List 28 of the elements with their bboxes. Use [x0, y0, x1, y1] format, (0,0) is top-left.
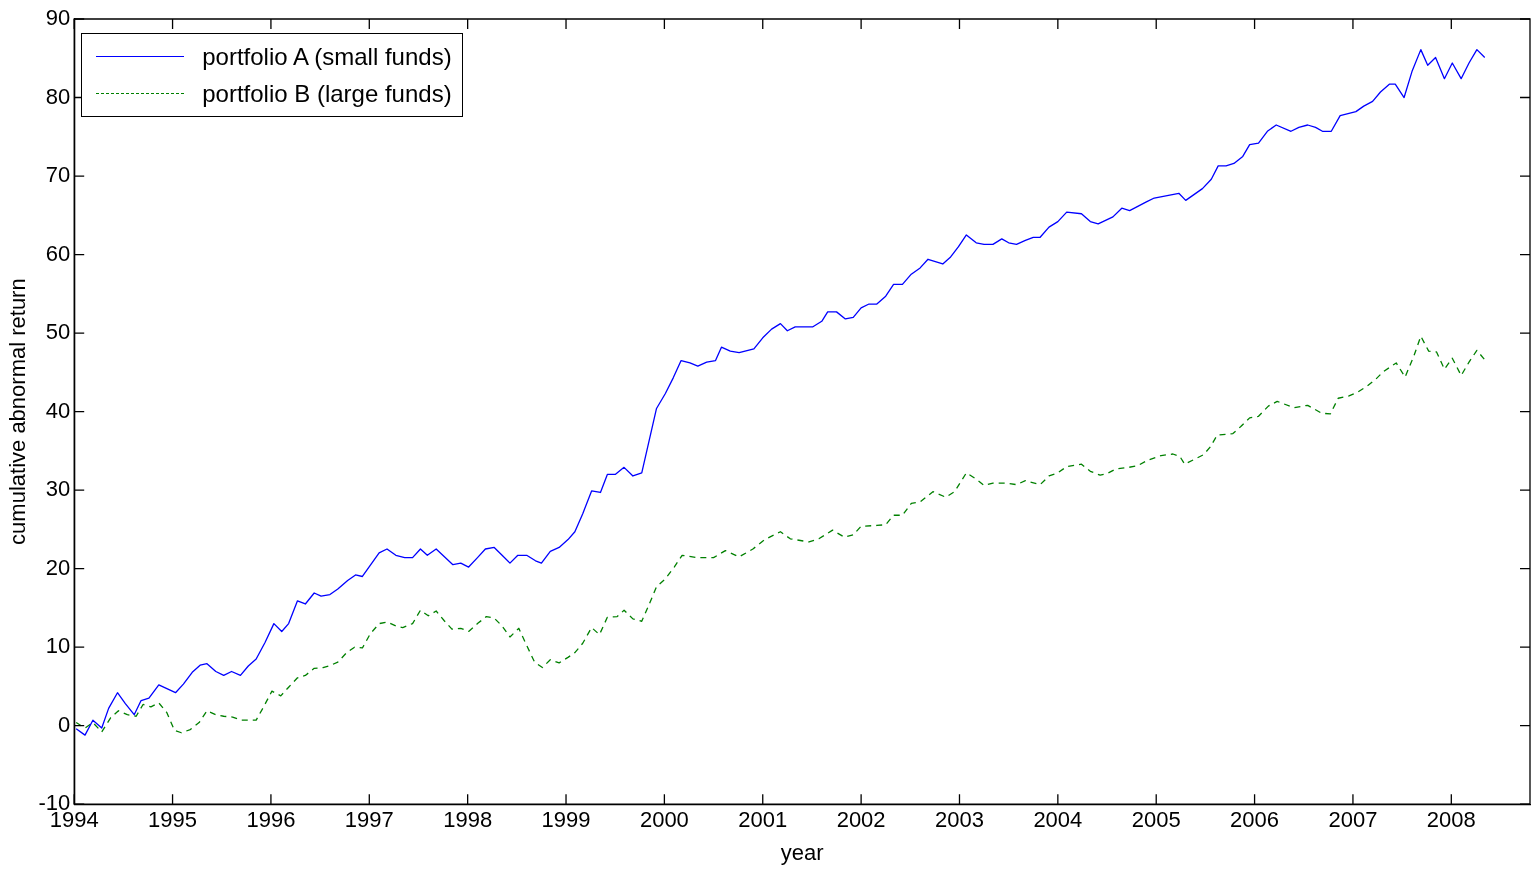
x-tick-label: 1996	[246, 807, 296, 833]
x-tick-label: 2006	[1230, 807, 1280, 833]
legend-label: portfolio B (large funds)	[202, 79, 452, 108]
y-tick-label: 80	[45, 83, 71, 109]
x-tick-label: 1998	[443, 807, 493, 833]
y-tick-label: 70	[45, 162, 71, 188]
y-tick-label: 40	[45, 397, 71, 423]
x-axis-title: year	[780, 839, 824, 865]
x-tick-label: 1995	[148, 807, 198, 833]
y-tick-label: 50	[45, 319, 71, 345]
x-tick-label: 2004	[1033, 807, 1083, 833]
y-tick-label: 10	[45, 633, 71, 659]
x-tick-label: 2005	[1131, 807, 1181, 833]
x-tick-label: 1997	[344, 807, 394, 833]
y-tick-label: 0	[57, 711, 71, 737]
x-tick-label: 2001	[738, 807, 788, 833]
x-tick-label: 2000	[639, 807, 689, 833]
x-tick-label: 2007	[1328, 807, 1378, 833]
y-tick-label: 90	[45, 5, 71, 31]
y-tick-label: 60	[45, 240, 71, 266]
legend-label: portfolio A (small funds)	[202, 42, 452, 71]
y-tick-label: 20	[45, 554, 71, 580]
x-tick-label: 2002	[836, 807, 886, 833]
y-tick-label: 30	[45, 476, 71, 502]
x-tick-label: 1999	[541, 807, 591, 833]
x-tick-label: 2008	[1426, 807, 1476, 833]
y-axis-title: cumulative abnormal return	[5, 278, 31, 545]
x-tick-label: 2003	[935, 807, 984, 833]
